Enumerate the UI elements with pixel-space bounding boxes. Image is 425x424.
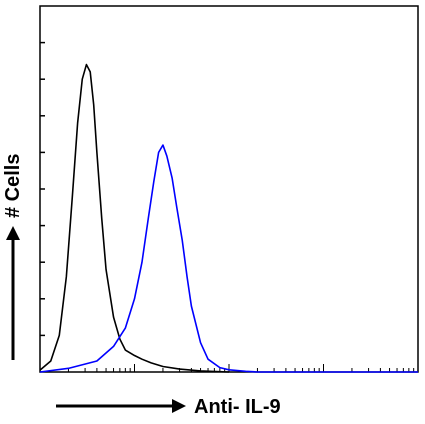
y-axis-title-text: # Cells <box>2 154 25 218</box>
control-histogram-line <box>39 63 230 373</box>
plot-frame <box>39 5 419 373</box>
x-axis-arrow-head <box>172 399 186 413</box>
y-axis-arrow-head <box>6 226 20 240</box>
x-axis-title: Anti- IL-9 <box>194 396 281 419</box>
anti-il9-histogram-line <box>39 144 418 373</box>
y-axis-label: # Cells <box>2 153 24 218</box>
x-axis-label: Anti- IL-9 <box>194 396 281 418</box>
